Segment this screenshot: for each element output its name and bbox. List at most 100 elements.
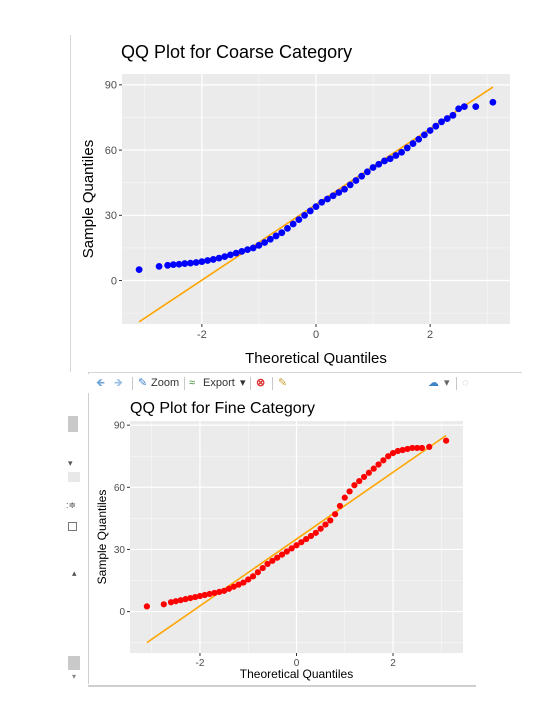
coarse-data-point <box>449 111 457 119</box>
coarse-data-point <box>175 260 183 268</box>
coarse-data-point <box>249 244 257 252</box>
coarse-x-tick-label: 0 <box>313 329 319 341</box>
fine-y-tick-label: 90 <box>114 421 126 432</box>
plot-toolbar: 🡸 🡺 ✎ Zoom ≈ Export ▾ ⊗ ✎ ☁ ▾ ◌ <box>88 374 476 393</box>
fine-x-tick-label: -2 <box>196 658 205 669</box>
forward-arrow-icon[interactable]: 🡺 <box>114 377 123 389</box>
coarse-data-point <box>363 168 371 176</box>
fine-data-point <box>259 564 266 572</box>
coarse-data-point <box>341 185 348 193</box>
coarse-data-point <box>386 155 394 163</box>
fine-data-point <box>264 560 271 568</box>
fine-data-point <box>426 443 433 450</box>
coarse-data-point <box>204 257 211 264</box>
fine-data-point <box>303 535 310 543</box>
fine-x-tick-label: 2 <box>390 658 396 669</box>
fine-data-point <box>278 551 286 558</box>
coarse-data-point <box>358 172 366 180</box>
zoom-icon: ✎ <box>138 377 148 389</box>
coarse-data-point <box>352 177 360 184</box>
remove-plot-icon[interactable]: ⊗ <box>256 377 266 389</box>
fine-data-point <box>341 494 348 501</box>
fine-x-axis-label: Theoretical Quantiles <box>240 667 353 681</box>
coarse-data-point <box>415 135 423 143</box>
pane-caret-up-icon[interactable]: ▴ <box>72 568 77 578</box>
export-button[interactable]: Export <box>203 377 235 389</box>
fine-data-point <box>182 596 189 603</box>
coarse-data-point <box>324 195 331 203</box>
coarse-data-point <box>227 251 234 259</box>
coarse-chart-title: QQ Plot for Coarse Category <box>121 42 352 62</box>
fine-data-point <box>414 444 421 452</box>
fine-data-point <box>375 461 382 468</box>
fine-data-point <box>312 529 319 536</box>
coarse-data-point <box>221 253 229 261</box>
coarse-data-point <box>192 259 200 266</box>
coarse-data-point <box>169 261 177 269</box>
refresh-icon[interactable]: ◌ <box>462 377 469 389</box>
fine-data-point <box>298 539 305 546</box>
coarse-data-point <box>155 262 163 270</box>
fine-data-point <box>206 590 213 598</box>
coarse-y-tick-label: 30 <box>105 210 117 222</box>
coarse-data-point <box>318 198 326 206</box>
coarse-data-point <box>312 203 320 211</box>
pane-checkbox-icon[interactable] <box>68 522 77 531</box>
publish-icon[interactable]: ☁ <box>428 377 439 389</box>
toolbar-divider <box>132 377 133 390</box>
fine-data-point <box>317 525 324 532</box>
fine-data-point <box>283 548 290 555</box>
coarse-y-tick-label: 60 <box>105 145 117 157</box>
coarse-data-point <box>409 140 417 147</box>
toolbar-divider <box>272 377 273 390</box>
coarse-x-tick-label: -2 <box>197 329 207 341</box>
coarse-data-point <box>421 131 428 139</box>
fine-data-point <box>351 482 358 489</box>
coarse-data-point <box>432 122 440 130</box>
fine-x-tick-label: 0 <box>294 658 300 669</box>
export-caret-icon[interactable]: ▾ <box>240 377 246 389</box>
back-arrow-icon[interactable]: 🡸 <box>96 377 105 389</box>
coarse-data-point <box>489 98 497 106</box>
fine-data-point <box>322 521 329 528</box>
coarse-data-point <box>398 148 405 156</box>
coarse-data-point <box>443 115 451 122</box>
coarse-data-point <box>329 192 337 200</box>
fine-data-point <box>254 569 261 576</box>
coarse-data-point <box>232 249 240 257</box>
fine-data-point <box>221 587 228 594</box>
fine-data-point <box>192 593 199 601</box>
coarse-data-point <box>306 207 314 215</box>
fine-data-point <box>225 585 233 592</box>
coarse-data-point <box>438 118 445 126</box>
publish-caret-icon[interactable]: ▾ <box>444 377 450 389</box>
pane-scroll-down-icon[interactable]: ▾ <box>72 672 77 681</box>
pane-caret-down-icon[interactable]: ▾ <box>68 458 73 468</box>
fine-data-point <box>187 595 194 602</box>
toolbar-divider <box>250 377 251 390</box>
fine-y-tick-label: 30 <box>114 545 126 556</box>
fine-data-point <box>327 517 334 524</box>
fine-data-point <box>293 542 300 549</box>
zoom-button[interactable]: Zoom <box>151 377 180 389</box>
fine-data-point <box>160 601 167 608</box>
toolbar-divider <box>184 377 185 390</box>
fine-data-point <box>172 598 179 605</box>
coarse-y-axis-label: Sample Quantiles <box>80 140 97 258</box>
fine-data-point <box>274 554 281 561</box>
fine-data-point <box>269 557 276 564</box>
coarse-data-point <box>261 239 269 246</box>
fine-data-point <box>394 447 401 455</box>
fine-data-point <box>399 446 406 454</box>
coarse-y-tick-label: 90 <box>105 80 117 92</box>
coarse-data-point <box>403 144 411 152</box>
clear-all-icon[interactable]: ✎ <box>278 377 288 389</box>
pane-bottom-border <box>88 685 476 687</box>
coarse-data-point <box>209 256 217 263</box>
coarse-data-point <box>472 103 480 111</box>
pane-stepper-icon[interactable]: :≑ <box>66 500 77 510</box>
coarse-qq-chart: -2 0 2 0 30 60 90 QQ Plot for Coarse Category Th… <box>80 42 510 367</box>
coarse-data-point <box>460 103 468 111</box>
coarse-data-point <box>369 164 377 171</box>
pane-field <box>68 472 80 482</box>
